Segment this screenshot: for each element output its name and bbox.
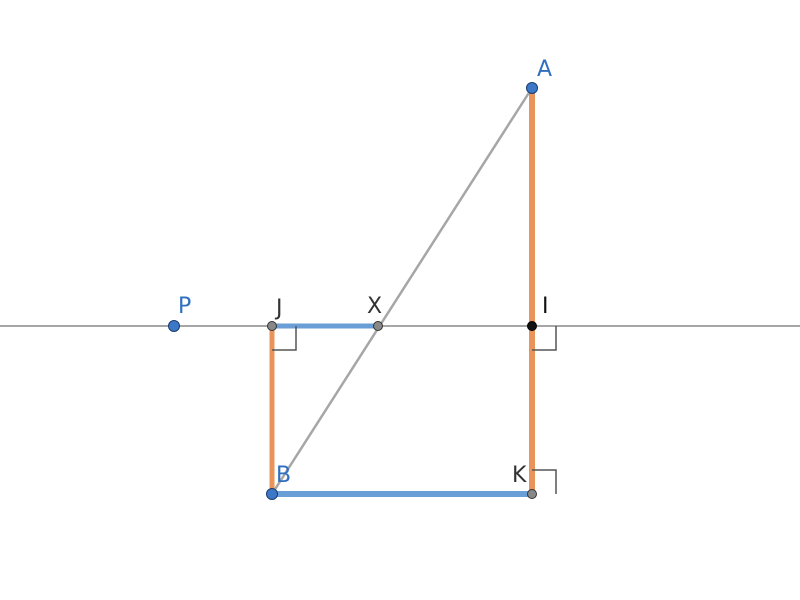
label-k: K — [512, 463, 527, 488]
point-k[interactable] — [527, 489, 537, 499]
segment-ab — [270, 87, 534, 495]
label-i: I — [542, 294, 549, 319]
right-angle-mark-j — [272, 326, 297, 351]
label-p: P — [178, 294, 191, 319]
point-j[interactable] — [267, 321, 277, 331]
label-x: X — [367, 294, 382, 319]
point-i[interactable] — [527, 321, 537, 331]
point-p[interactable] — [168, 320, 180, 332]
point-b[interactable] — [266, 488, 278, 500]
label-j: J — [274, 296, 283, 321]
right-angle-mark-i — [532, 326, 557, 351]
label-a: A — [537, 57, 552, 82]
label-b: B — [276, 463, 291, 488]
point-x[interactable] — [373, 321, 383, 331]
right-angle-mark-k — [532, 469, 557, 494]
point-a[interactable] — [526, 82, 538, 94]
